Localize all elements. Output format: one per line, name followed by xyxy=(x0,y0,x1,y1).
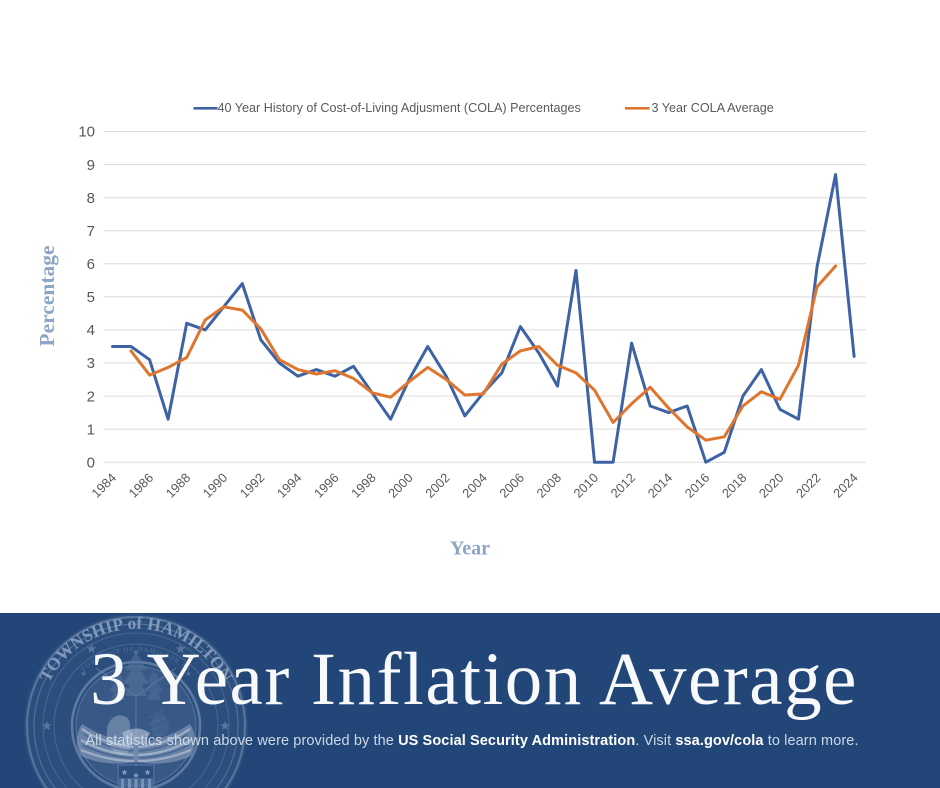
svg-text:2020: 2020 xyxy=(756,470,787,501)
svg-text:2010: 2010 xyxy=(570,470,601,501)
svg-text:1998: 1998 xyxy=(348,470,379,501)
svg-text:2024: 2024 xyxy=(830,470,861,501)
svg-text:Year: Year xyxy=(450,538,490,560)
svg-text:2: 2 xyxy=(87,388,95,405)
svg-text:2008: 2008 xyxy=(533,470,564,501)
svg-text:1986: 1986 xyxy=(125,470,156,501)
svg-text:2022: 2022 xyxy=(793,470,824,501)
svg-text:3 Year COLA Average: 3 Year COLA Average xyxy=(652,101,774,115)
svg-text:2012: 2012 xyxy=(607,470,638,501)
svg-text:4: 4 xyxy=(87,322,95,339)
svg-text:2014: 2014 xyxy=(645,470,676,501)
svg-text:1988: 1988 xyxy=(163,470,194,501)
svg-text:1996: 1996 xyxy=(311,470,342,501)
svg-text:2016: 2016 xyxy=(682,470,713,501)
svg-text:6: 6 xyxy=(87,256,95,273)
svg-text:7: 7 xyxy=(87,223,95,240)
svg-text:1994: 1994 xyxy=(274,470,305,501)
svg-text:10: 10 xyxy=(78,124,95,141)
svg-text:0: 0 xyxy=(87,454,95,471)
svg-text:1: 1 xyxy=(87,421,95,438)
svg-text:2002: 2002 xyxy=(422,470,453,501)
svg-text:2006: 2006 xyxy=(496,470,527,501)
svg-text:Percentage: Percentage xyxy=(35,245,59,346)
svg-text:5: 5 xyxy=(87,289,95,306)
svg-text:2000: 2000 xyxy=(385,470,416,501)
svg-text:8: 8 xyxy=(87,190,95,207)
svg-text:1992: 1992 xyxy=(237,470,268,501)
svg-text:1984: 1984 xyxy=(88,470,119,501)
svg-text:1990: 1990 xyxy=(200,470,231,501)
svg-text:3: 3 xyxy=(87,355,95,372)
svg-text:9: 9 xyxy=(87,157,95,174)
svg-text:40 Year History of Cost-of-Liv: 40 Year History of Cost-of-Living Adjusm… xyxy=(218,101,581,115)
svg-text:2018: 2018 xyxy=(719,470,750,501)
svg-text:2004: 2004 xyxy=(459,470,490,501)
